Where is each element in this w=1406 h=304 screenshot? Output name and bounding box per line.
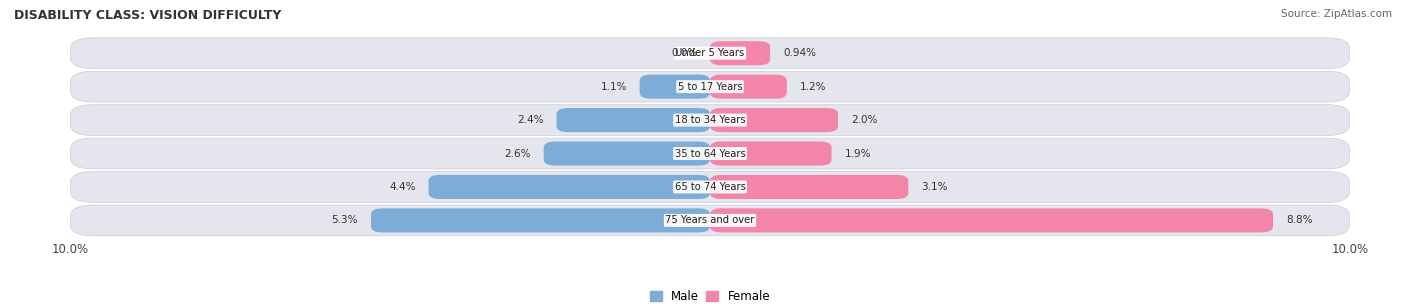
Text: 1.1%: 1.1% <box>600 82 627 92</box>
Text: DISABILITY CLASS: VISION DIFFICULTY: DISABILITY CLASS: VISION DIFFICULTY <box>14 9 281 22</box>
FancyBboxPatch shape <box>557 108 710 132</box>
FancyBboxPatch shape <box>371 208 710 233</box>
FancyBboxPatch shape <box>70 71 1350 102</box>
Text: 5 to 17 Years: 5 to 17 Years <box>678 82 742 92</box>
Text: Source: ZipAtlas.com: Source: ZipAtlas.com <box>1281 9 1392 19</box>
Text: 2.4%: 2.4% <box>517 115 544 125</box>
FancyBboxPatch shape <box>429 175 710 199</box>
FancyBboxPatch shape <box>710 41 770 65</box>
Legend: Male, Female: Male, Female <box>645 285 775 304</box>
Text: 65 to 74 Years: 65 to 74 Years <box>675 182 745 192</box>
Text: 3.1%: 3.1% <box>921 182 948 192</box>
FancyBboxPatch shape <box>544 141 710 166</box>
FancyBboxPatch shape <box>710 208 1272 233</box>
Text: 8.8%: 8.8% <box>1286 216 1312 225</box>
FancyBboxPatch shape <box>710 141 831 166</box>
Text: 2.0%: 2.0% <box>851 115 877 125</box>
FancyBboxPatch shape <box>70 171 1350 202</box>
Text: 1.9%: 1.9% <box>845 149 870 158</box>
FancyBboxPatch shape <box>710 175 908 199</box>
Text: 0.94%: 0.94% <box>783 48 815 58</box>
FancyBboxPatch shape <box>710 74 787 99</box>
Text: 18 to 34 Years: 18 to 34 Years <box>675 115 745 125</box>
FancyBboxPatch shape <box>70 38 1350 69</box>
FancyBboxPatch shape <box>70 205 1350 236</box>
FancyBboxPatch shape <box>710 108 838 132</box>
FancyBboxPatch shape <box>70 105 1350 136</box>
Text: 0.0%: 0.0% <box>671 48 697 58</box>
Text: 5.3%: 5.3% <box>332 216 359 225</box>
Text: 4.4%: 4.4% <box>389 182 416 192</box>
Text: 35 to 64 Years: 35 to 64 Years <box>675 149 745 158</box>
FancyBboxPatch shape <box>70 138 1350 169</box>
Text: 75 Years and over: 75 Years and over <box>665 216 755 225</box>
FancyBboxPatch shape <box>640 74 710 99</box>
Text: 2.6%: 2.6% <box>505 149 531 158</box>
Text: Under 5 Years: Under 5 Years <box>675 48 745 58</box>
Text: 1.2%: 1.2% <box>800 82 827 92</box>
